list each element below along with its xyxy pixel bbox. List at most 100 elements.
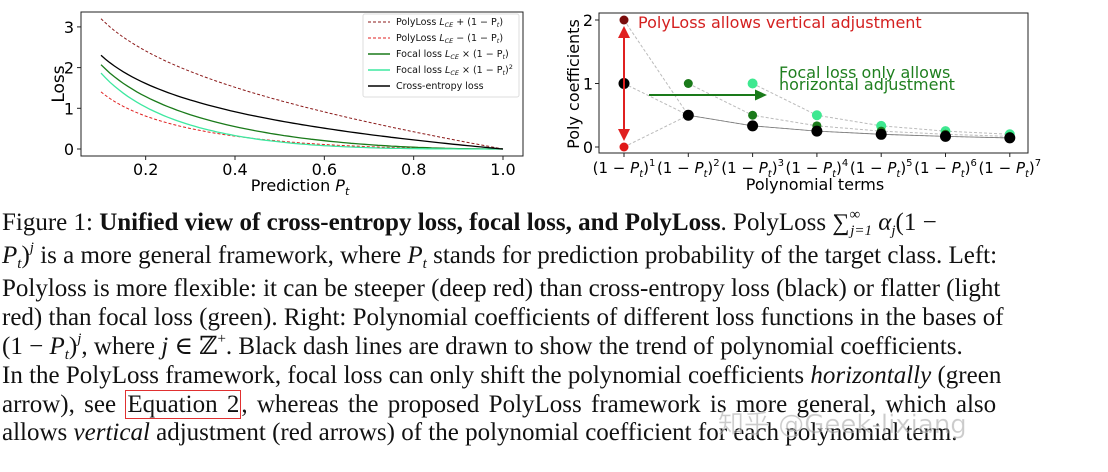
data-point xyxy=(619,15,629,25)
legend-entry: Focal loss LCE × (1 − Pt) xyxy=(396,49,509,61)
svg-text:(1 − Pt)2: (1 − Pt)2 xyxy=(657,158,720,180)
sum-symbol: ∑ xyxy=(832,210,850,236)
svg-text:2: 2 xyxy=(583,11,593,30)
svg-text:0.8: 0.8 xyxy=(401,160,426,179)
sum-formula: ∑∞j=1 αj(1 − xyxy=(832,207,937,239)
emphasis-horizontally: horizontally xyxy=(810,362,932,389)
data-point xyxy=(811,110,822,121)
caption-line-4: red) than focal loss (green). Right: Pol… xyxy=(2,304,1004,331)
caption-text: arrow), see xyxy=(2,391,126,418)
data-point xyxy=(940,130,951,142)
svg-text:1: 1 xyxy=(583,75,593,94)
formula-tail: (1 − xyxy=(895,209,937,236)
caption-text: In the PolyLoss framework, focal loss ca… xyxy=(2,362,811,389)
series-line xyxy=(100,54,504,150)
svg-text:1: 1 xyxy=(64,99,74,118)
series-line xyxy=(100,72,503,150)
caption-line-2: Pt)j is a more general framework, where … xyxy=(2,240,998,272)
data-point xyxy=(619,142,629,152)
caption-line-3: Polyloss is more flexible: it can be ste… xyxy=(2,275,1001,302)
svg-text:(1 − Pt)1: (1 − Pt)1 xyxy=(593,158,656,180)
svg-text:(1 − Pt)7: (1 − Pt)7 xyxy=(978,158,1041,180)
data-point xyxy=(682,109,694,121)
paren: ) xyxy=(68,333,78,360)
right-plot-poly-coefficients: 0 1 2 (1 − Pt)1 (1 − Pt)2 (1 − Pt)3 (1 − Pt)4… xyxy=(564,11,1041,194)
var-j: j xyxy=(161,333,169,360)
caption-text: (green xyxy=(931,362,1002,389)
series-line xyxy=(100,91,503,150)
data-point xyxy=(875,128,887,140)
caption-text: is a more general framework, where xyxy=(33,242,408,269)
svg-text:(1 − Pt)4: (1 − Pt)4 xyxy=(786,158,849,180)
data-point xyxy=(811,125,823,137)
alpha: α xyxy=(878,209,892,236)
emphasis-vertical: vertical xyxy=(73,419,150,446)
data-point xyxy=(748,110,758,120)
figure-label: Figure 1: xyxy=(2,209,93,236)
legend-entry: Cross-entropy loss xyxy=(396,81,484,92)
svg-text:3: 3 xyxy=(64,18,74,37)
var-sup: j xyxy=(29,240,34,256)
caption-line-7: arrow), see Equation 2, whereas the prop… xyxy=(2,390,996,419)
right-x-axis-label: Polynomial terms xyxy=(746,175,884,194)
legend-entry: Focal loss LCE × (1 − Pt)2 xyxy=(396,63,513,77)
integers-symbol: ∈ ℤ xyxy=(168,333,218,360)
data-point xyxy=(747,120,759,132)
plus-sup: + xyxy=(217,331,226,347)
red-vertical-arrow-icon xyxy=(618,26,630,141)
svg-text:0.6: 0.6 xyxy=(312,160,337,179)
caption-line-8: allows vertical adjustment (red arrows) … xyxy=(2,418,958,447)
sum-sup: ∞ xyxy=(849,207,861,223)
left-y-ticks: 0 1 2 3 xyxy=(64,18,81,159)
caption-line-1: Figure 1: Unified view of cross-entropy … xyxy=(2,207,937,239)
var-p: P xyxy=(2,242,18,269)
left-plot-legend: PolyLoss LCE + (1 − Pt) PolyLoss LCE − (1… xyxy=(362,13,520,98)
watermark: 知乎 @Geek-lixiang xyxy=(718,410,967,441)
annotation-focal-horizontal-1: Focal loss only allows xyxy=(779,63,950,82)
left-x-ticks: 0.2 0.4 0.6 0.8 1.0 xyxy=(133,156,516,179)
legend-entry: PolyLoss LCE + (1 − Pt) xyxy=(396,17,503,29)
right-y-ticks: 0 1 2 xyxy=(583,11,599,157)
series-line xyxy=(100,64,503,150)
series-line xyxy=(100,18,504,150)
caption-line-6: In the PolyLoss framework, focal loss ca… xyxy=(2,361,1001,390)
annotation-focal-horizontal-2: horizontal adjustment xyxy=(779,75,955,94)
var-sub: t xyxy=(422,256,427,272)
var-p: P xyxy=(407,242,423,269)
svg-text:0: 0 xyxy=(64,140,74,159)
legend-entry: PolyLoss LCE − (1 − Pt) xyxy=(396,33,503,45)
caption-text: . PolyLoss xyxy=(720,209,827,236)
data-point xyxy=(747,78,758,89)
caption-text: , whereas the proposed PolyLoss framewor… xyxy=(241,391,997,418)
caption-text: , where xyxy=(81,333,162,360)
right-y-axis-label: Poly coefficients xyxy=(564,19,583,149)
var-sub: t xyxy=(64,347,69,363)
paren: (1 − xyxy=(2,333,50,360)
caption-text: adjustment (red arrows) of the polynomia… xyxy=(149,419,958,446)
data-point xyxy=(683,79,693,88)
right-x-ticks: (1 − Pt)1 (1 − Pt)2 (1 − Pt)3 (1 − Pt)4 (1 −… xyxy=(593,153,1041,180)
left-plot-series xyxy=(100,18,504,150)
svg-text:0.4: 0.4 xyxy=(222,160,247,179)
data-point xyxy=(1004,132,1016,144)
alpha-sub: j xyxy=(891,223,896,239)
annotation-polyloss-vertical: PolyLoss allows vertical adjustment xyxy=(638,13,922,32)
svg-text:(1 − Pt)6: (1 − Pt)6 xyxy=(914,158,977,180)
left-plot-frame xyxy=(80,11,524,157)
var-sub: t xyxy=(17,256,22,272)
caption-line-5: (1 − Pt)j, where j ∈ ℤ+. Black dash line… xyxy=(2,331,963,363)
svg-text:(1 − Pt)5: (1 − Pt)5 xyxy=(850,158,913,180)
caption-text: stands for prediction probability of the… xyxy=(426,242,998,269)
svg-text:0.2: 0.2 xyxy=(133,160,158,179)
left-y-axis-label: Loss xyxy=(49,65,69,102)
equation-2-link[interactable]: Equation 2 xyxy=(125,390,242,419)
caption-title: Unified view of cross-entropy loss, foca… xyxy=(99,209,721,236)
svg-text:0: 0 xyxy=(583,138,593,157)
caption-text: . Black dash lines are drawn to show the… xyxy=(225,333,963,360)
caption-text: allows xyxy=(2,419,74,446)
var-p: P xyxy=(49,333,65,360)
sum-sub: j=1 xyxy=(850,223,872,239)
green-horizontal-arrow-icon xyxy=(649,89,767,101)
svg-text:1.0: 1.0 xyxy=(490,160,515,179)
